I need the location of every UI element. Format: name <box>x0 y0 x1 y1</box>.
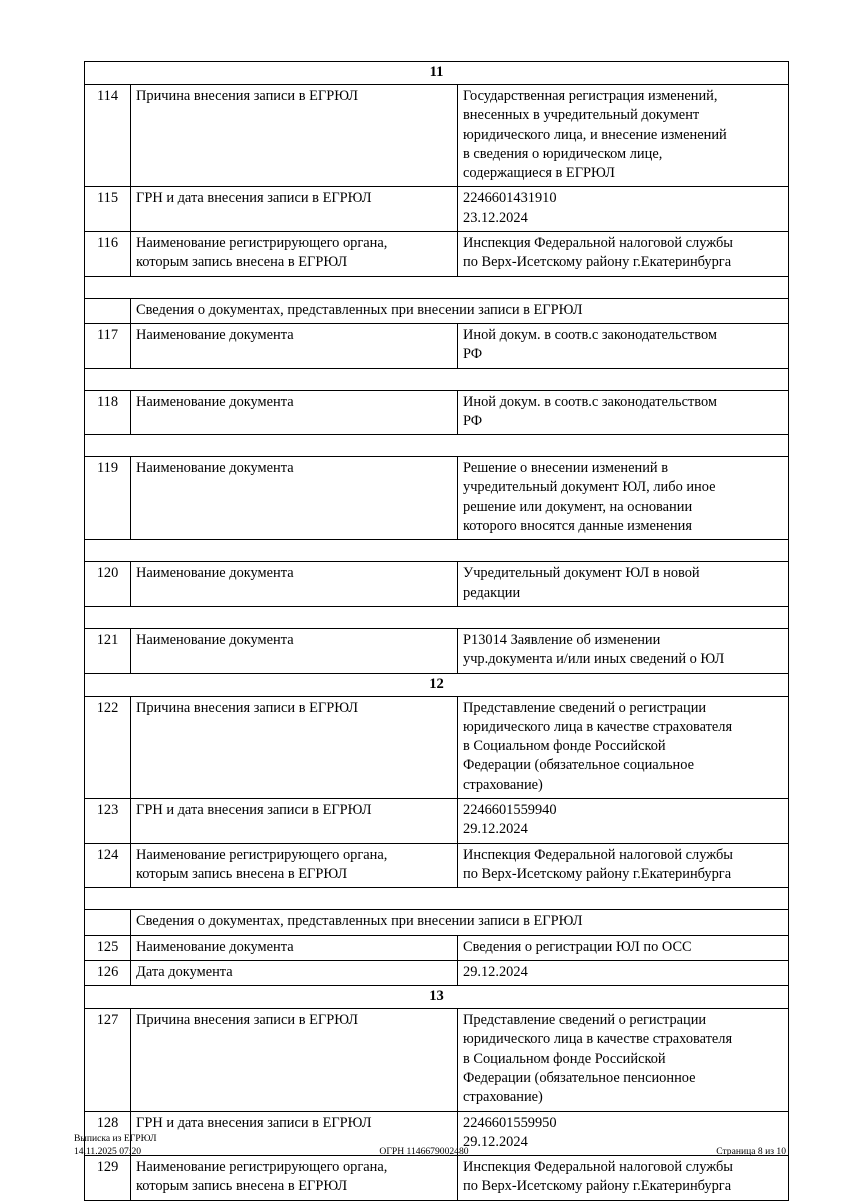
spacer-cell <box>84 434 789 458</box>
egrul-extract-table: 11 114 Причина внесения записи в ЕГРЮЛ Госу… <box>84 61 789 1201</box>
table-row: 118 Наименование документа Иной докум. в с… <box>84 389 789 436</box>
row-value: Сведения о регистрации ЮЛ по ОСС <box>457 934 789 961</box>
table-row: 123 ГРН и дата внесения записи в ЕГРЮЛ 224… <box>84 798 789 844</box>
row-value: Инспекция Федеральной налоговой службы п… <box>457 231 789 277</box>
row-label: Причина внесения записи в ЕГРЮЛ <box>130 83 458 188</box>
table-row: 129 Наименование регистрирующего органа, … <box>84 1155 789 1201</box>
row-number: 126 <box>84 959 131 987</box>
row-number: 119 <box>84 456 131 541</box>
row-value: Инспекция Федеральной налоговой службы п… <box>457 842 789 889</box>
section-header-row: 13 <box>84 985 789 1010</box>
footer-document-title: Выписка из ЕГРЮЛ <box>74 1133 157 1144</box>
row-label: Дата документа <box>130 959 458 987</box>
row-number: 128 <box>84 1110 131 1157</box>
section-header-row: 11 <box>84 61 789 85</box>
row-number: 115 <box>84 186 131 233</box>
footer-document-info: Выписка из ЕГРЮЛ 14.11.2025 07:20 <box>74 1133 157 1158</box>
subsection-title: Сведения о документах, представленных пр… <box>130 909 789 936</box>
row-value: 2246601559940 29.12.2024 <box>457 798 789 844</box>
row-label: Причина внесения записи в ЕГРЮЛ <box>130 1008 458 1112</box>
row-label: Наименование регистрирующего органа, кот… <box>130 231 458 277</box>
table-row: 116 Наименование регистрирующего органа, … <box>84 231 789 277</box>
row-label: Наименование документа <box>130 389 458 436</box>
row-value: Представление сведений о регистрации юри… <box>457 1008 789 1112</box>
row-value: 2246601431910 23.12.2024 <box>457 186 789 233</box>
row-value: Решение о внесении изменений в учредител… <box>457 456 789 541</box>
table-body: 11 114 Причина внесения записи в ЕГРЮЛ Госу… <box>84 61 789 1201</box>
row-value: 29.12.2024 <box>457 959 789 987</box>
row-number: 114 <box>84 83 131 188</box>
row-value: Инспекция Федеральной налоговой службы п… <box>457 1155 789 1201</box>
table-row: 125 Наименование документа Сведения о реги… <box>84 934 789 961</box>
table-row: 117 Наименование документа Иной докум. в с… <box>84 322 789 369</box>
row-number: 121 <box>84 627 131 674</box>
section-number: 13 <box>84 985 789 1010</box>
row-label: Наименование документа <box>130 561 458 607</box>
row-label: Наименование документа <box>130 627 458 674</box>
row-label: Наименование регистрирующего органа, кот… <box>130 1155 458 1201</box>
subsection-empty-number-cell <box>84 297 131 324</box>
spacer-row <box>84 367 789 391</box>
spacer-row <box>84 434 789 458</box>
row-value: Государственная регистрация изменений, в… <box>457 83 789 188</box>
row-label: ГРН и дата внесения записи в ЕГРЮЛ <box>130 798 458 844</box>
subsection-header-row: Сведения о документах, представленных пр… <box>84 297 789 324</box>
table-row: 127 Причина внесения записи в ЕГРЮЛ Предст… <box>84 1008 789 1112</box>
row-number: 120 <box>84 561 131 607</box>
spacer-cell <box>84 275 789 299</box>
row-number: 117 <box>84 322 131 369</box>
table-row: 121 Наименование документа Р13014 Заявлени… <box>84 627 789 674</box>
row-number: 123 <box>84 798 131 844</box>
spacer-cell <box>84 367 789 391</box>
table-row: 114 Причина внесения записи в ЕГРЮЛ Госуда… <box>84 83 789 188</box>
row-value: Учредительный документ ЮЛ в новой редакц… <box>457 561 789 607</box>
section-number: 12 <box>84 672 789 697</box>
table-row: 115 ГРН и дата внесения записи в ЕГРЮЛ 224… <box>84 186 789 233</box>
row-label: Наименование регистрирующего органа, кот… <box>130 842 458 889</box>
table-row: 124 Наименование регистрирующего органа, … <box>84 842 789 889</box>
subsection-empty-number-cell <box>84 909 131 936</box>
section-header-row: 12 <box>84 672 789 697</box>
row-label: Наименование документа <box>130 456 458 541</box>
row-label: ГРН и дата внесения записи в ЕГРЮЛ <box>130 1110 458 1157</box>
row-label: Наименование документа <box>130 934 458 961</box>
spacer-cell <box>84 887 789 911</box>
table-row: 122 Причина внесения записи в ЕГРЮЛ Предст… <box>84 695 789 800</box>
subsection-header-row: Сведения о документах, представленных пр… <box>84 909 789 936</box>
row-label: Причина внесения записи в ЕГРЮЛ <box>130 695 458 800</box>
spacer-cell <box>84 539 789 563</box>
row-number: 127 <box>84 1008 131 1112</box>
row-number: 122 <box>84 695 131 800</box>
spacer-row <box>84 539 789 563</box>
spacer-row <box>84 275 789 299</box>
row-value: Иной докум. в соотв.с законодательством … <box>457 322 789 369</box>
spacer-row <box>84 605 789 629</box>
page-footer: Выписка из ЕГРЮЛ 14.11.2025 07:20 ОГРН 1… <box>0 1133 848 1173</box>
spacer-row <box>84 887 789 911</box>
section-number: 11 <box>84 61 789 85</box>
row-value: Р13014 Заявление об изменении учр.докуме… <box>457 627 789 674</box>
footer-timestamp: 14.11.2025 07:20 <box>74 1145 142 1157</box>
footer-ogrn: ОГРН 1146679002480 <box>379 1145 469 1157</box>
table-row: 128 ГРН и дата внесения записи в ЕГРЮЛ 224… <box>84 1110 789 1157</box>
row-number: 124 <box>84 842 131 889</box>
table-row: 126 Дата документа 29.12.2024 <box>84 959 789 987</box>
row-label: ГРН и дата внесения записи в ЕГРЮЛ <box>130 186 458 233</box>
spacer-cell <box>84 605 789 629</box>
row-value: Представление сведений о регистрации юри… <box>457 695 789 800</box>
row-label: Наименование документа <box>130 322 458 369</box>
row-value: Иной докум. в соотв.с законодательством … <box>457 389 789 436</box>
row-number: 118 <box>84 389 131 436</box>
table-row: 120 Наименование документа Учредительный д… <box>84 561 789 607</box>
subsection-title: Сведения о документах, представленных пр… <box>130 297 789 324</box>
row-number: 125 <box>84 934 131 961</box>
footer-page-number: Страница 8 из 10 <box>716 1145 786 1157</box>
row-number: 129 <box>84 1155 131 1201</box>
row-number: 116 <box>84 231 131 277</box>
table-row: 119 Наименование документа Решение о внесе… <box>84 456 789 541</box>
